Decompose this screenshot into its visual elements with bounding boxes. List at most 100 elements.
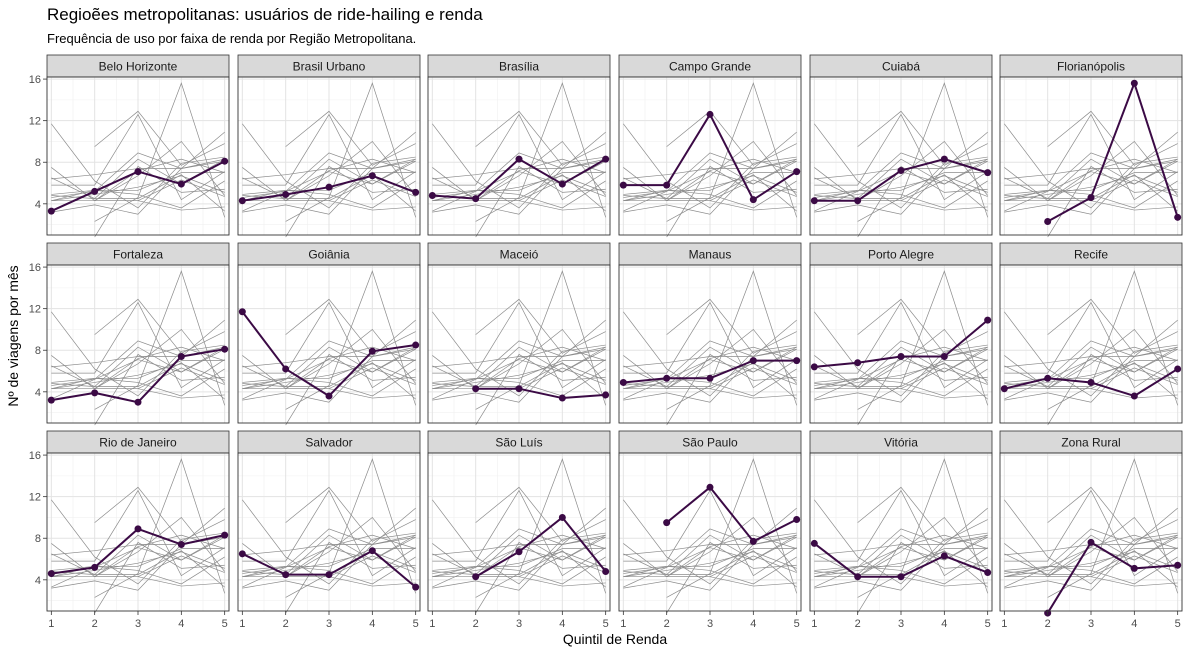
data-point: [940, 552, 948, 560]
panel-border: [427, 264, 611, 424]
data-point: [1174, 561, 1182, 569]
background-series-line: [51, 123, 225, 209]
background-series-line: [814, 311, 988, 397]
background-series-line: [666, 516, 797, 578]
background-series-line: [1047, 486, 1178, 542]
background-series-line: [242, 158, 416, 202]
background-series-line: [814, 499, 988, 585]
background-series-line: [242, 534, 416, 578]
data-point: [238, 197, 246, 205]
data-point: [984, 569, 992, 577]
panel-border: [809, 264, 993, 424]
y-tick-label: 16: [29, 74, 41, 86]
y-tick-label: 16: [29, 262, 41, 274]
background-series-line: [623, 174, 797, 212]
facet-strip-label: Cuiabá: [882, 60, 920, 74]
background-series-line: [51, 534, 225, 578]
facet-strip-label: Manaus: [689, 248, 732, 262]
background-series-line: [814, 160, 988, 215]
data-point: [706, 483, 714, 491]
background-series-line: [1004, 346, 1178, 390]
y-tick-label: 12: [29, 492, 41, 504]
background-series: [1004, 110, 1178, 238]
panel-border: [809, 76, 993, 236]
background-series-line: [51, 152, 225, 198]
background-series: [1004, 270, 1178, 426]
background-series-line: [623, 123, 797, 209]
background-series-line: [814, 167, 988, 202]
background-series-line: [432, 543, 606, 578]
background-series-line: [242, 152, 416, 198]
data-point: [515, 155, 523, 163]
background-series-line: [285, 140, 416, 202]
background-series-line: [623, 346, 797, 390]
data-point: [619, 181, 627, 189]
x-tick-label: 5: [794, 618, 800, 630]
facet-strip-label: Brasil Urbano: [293, 60, 366, 74]
data-point: [1044, 374, 1052, 382]
highlight-series: [428, 155, 610, 203]
data-point: [663, 181, 671, 189]
background-series-line: [285, 516, 416, 578]
facet-panel-zona-rural: Zona Rural 1 2 3 4 5: [999, 430, 1183, 630]
background-series-line: [857, 328, 988, 390]
x-tick-label: 5: [1175, 618, 1181, 630]
background-series-line: [1004, 534, 1178, 578]
background-series-line: [857, 165, 988, 238]
data-point: [663, 519, 671, 527]
background-series-line: [242, 346, 416, 387]
background-series-line: [51, 489, 225, 577]
data-point: [706, 110, 714, 118]
data-point: [558, 180, 566, 188]
data-point: [602, 391, 610, 399]
background-series-line: [242, 346, 416, 390]
background-series-line: [623, 534, 797, 575]
background-series-line: [432, 123, 606, 209]
background-series-line: [623, 543, 797, 578]
background-series-line: [94, 165, 225, 238]
data-point: [47, 570, 55, 578]
background-series-line: [242, 507, 416, 556]
highlight-series-line: [666, 486, 798, 543]
data-point: [472, 385, 480, 393]
background-series: [242, 458, 416, 614]
highlight-series: [47, 157, 229, 215]
highlight-series: [238, 172, 420, 205]
background-series-line: [623, 550, 797, 588]
background-series-line: [1004, 301, 1178, 389]
background-series-line: [1004, 551, 1178, 578]
background-series-line: [1004, 363, 1178, 390]
background-series-line: [432, 489, 606, 577]
y-axis-title: Nº de viagens por mês: [5, 265, 21, 406]
background-series-line: [432, 534, 606, 578]
data-point: [282, 190, 290, 198]
data-point: [1087, 378, 1095, 386]
background-series-line: [1004, 113, 1178, 201]
data-point: [472, 195, 480, 203]
facet-strip-label: Vitória: [884, 436, 918, 450]
background-series-line: [814, 158, 988, 199]
background-series-line: [814, 346, 988, 387]
background-series-line: [51, 507, 225, 556]
background-series-line: [94, 516, 225, 578]
background-series-line: [814, 348, 988, 403]
background-series-line: [242, 340, 416, 386]
facet-strip-label: Fortaleza: [113, 248, 163, 262]
gridlines: [238, 77, 420, 235]
background-series-line: [1004, 534, 1178, 575]
background-series-line: [623, 301, 797, 389]
data-point: [940, 155, 948, 163]
panel-border: [46, 76, 230, 236]
data-point: [91, 187, 99, 195]
background-series-line: [814, 355, 988, 390]
highlight-series: [472, 513, 610, 581]
data-point: [897, 352, 905, 360]
data-point: [897, 167, 905, 175]
background-series-line: [51, 550, 225, 588]
highlight-series: [1044, 538, 1182, 617]
background-series-line: [242, 363, 416, 390]
gridlines: [810, 453, 992, 611]
data-point: [221, 345, 229, 353]
background-series-line: [51, 362, 225, 400]
background-series-line: [432, 340, 606, 386]
